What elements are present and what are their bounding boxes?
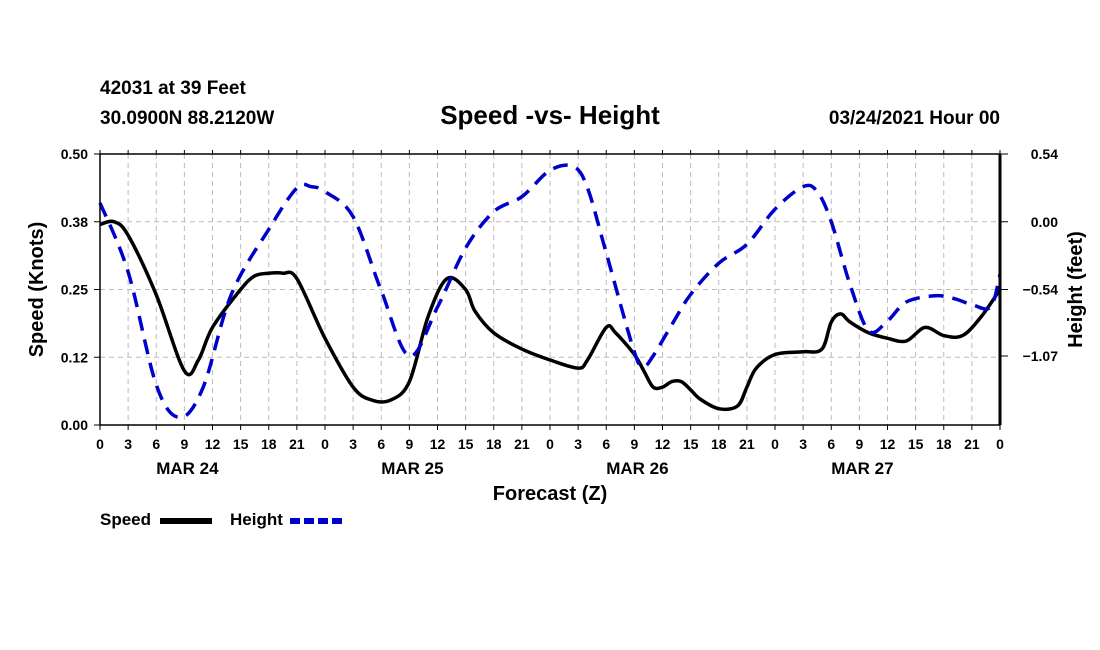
x-tick-label: 0 xyxy=(996,436,1004,452)
x-tick-label: 6 xyxy=(602,436,610,452)
chart-title: Speed -vs- Height xyxy=(440,100,660,130)
x-tick-label: 21 xyxy=(964,436,980,452)
x-tick-label: 0 xyxy=(321,436,329,452)
x-tick-label: 0 xyxy=(546,436,554,452)
x-tick-label: 18 xyxy=(486,436,502,452)
y-tick-label: 0.38 xyxy=(61,214,88,230)
x-tick-label: 0 xyxy=(771,436,779,452)
y2-tick-label: 0.00 xyxy=(1031,214,1058,230)
y-axis-title: Speed (Knots) xyxy=(26,222,48,358)
axes: 0 3 6 9 12 15 18 21 0 3 6 9 12 15 18 21 0 3 6 9 12 15 18 21 0 3 6 9… xyxy=(61,146,1058,478)
x-tick-label: 9 xyxy=(630,436,638,452)
x-tick-label: 18 xyxy=(711,436,727,452)
legend-height-label: Height xyxy=(230,510,283,529)
speed-series-line xyxy=(99,219,1002,412)
x-tick-label: 15 xyxy=(233,436,249,452)
x-tick-label: 0 xyxy=(96,436,104,452)
x-tick-label: 21 xyxy=(289,436,305,452)
legend-speed-label: Speed xyxy=(100,510,151,529)
x-tick-label: 3 xyxy=(124,436,132,452)
x-tick-label: 18 xyxy=(936,436,952,452)
series-layer xyxy=(98,163,1002,420)
y-tick-label: 0.25 xyxy=(61,282,88,298)
y-tick-label: 0.50 xyxy=(61,146,88,162)
x-tick-label: 9 xyxy=(180,436,188,452)
x-axis-title: Forecast (Z) xyxy=(493,483,607,505)
station-label: 42031 at 39 Feet xyxy=(100,78,246,99)
x-tick-label: 6 xyxy=(827,436,835,452)
x-tick-label: 21 xyxy=(739,436,755,452)
x-tick-label: 12 xyxy=(205,436,221,452)
x-day-label: MAR 24 xyxy=(156,459,219,478)
grid-lines xyxy=(100,154,1000,425)
x-tick-label: 15 xyxy=(683,436,699,452)
x-tick-label: 6 xyxy=(152,436,160,452)
legend: Speed Height xyxy=(100,510,342,529)
x-tick-label: 9 xyxy=(405,436,413,452)
location-label: 30.0900N 88.2120W xyxy=(100,108,274,129)
y-tick-label: 0.12 xyxy=(61,349,88,365)
x-tick-label: 3 xyxy=(799,436,807,452)
datetime-label: 03/24/2021 Hour 00 xyxy=(829,108,1000,129)
x-tick-label: 18 xyxy=(261,436,277,452)
y2-tick-label: −1.07 xyxy=(1023,348,1059,364)
y-tick-label: 0.00 xyxy=(61,417,88,433)
y2-tick-label: −0.54 xyxy=(1023,282,1059,298)
x-tick-label: 12 xyxy=(655,436,671,452)
x-tick-label: 21 xyxy=(514,436,530,452)
x-day-label: MAR 26 xyxy=(606,459,668,478)
y2-tick-label: 0.54 xyxy=(1031,146,1058,162)
y2-axis-title: Height (feet) xyxy=(1065,231,1087,348)
x-tick-label: 3 xyxy=(349,436,357,452)
x-day-label: MAR 27 xyxy=(831,459,893,478)
x-tick-label: 15 xyxy=(458,436,474,452)
x-day-label: MAR 25 xyxy=(381,459,443,478)
x-tick-label: 3 xyxy=(574,436,582,452)
x-tick-label: 12 xyxy=(430,436,446,452)
x-tick-label: 15 xyxy=(908,436,924,452)
x-tick-label: 9 xyxy=(855,436,863,452)
x-tick-label: 6 xyxy=(377,436,385,452)
x-tick-label: 12 xyxy=(880,436,896,452)
